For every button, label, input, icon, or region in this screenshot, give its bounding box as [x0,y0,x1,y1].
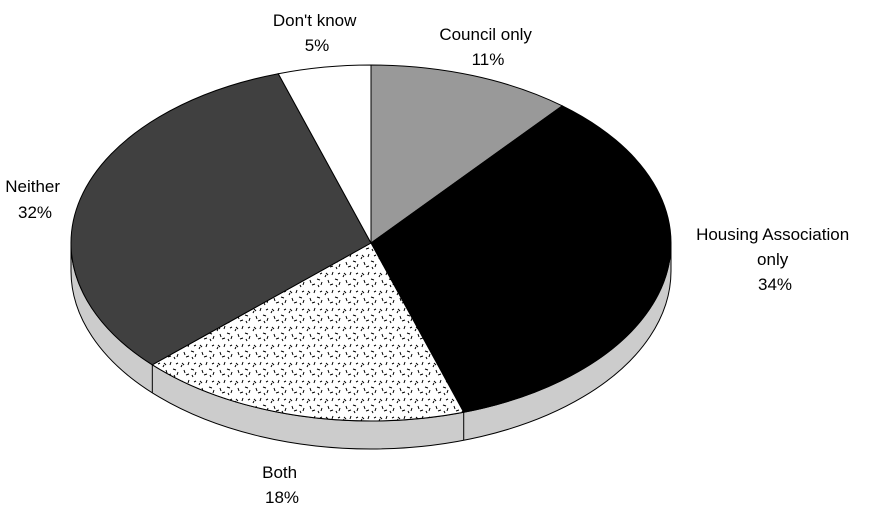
slice-neither [70,73,372,366]
label-housing-association: Housing Association only 34% [696,225,854,294]
slice-housing-association-only [370,105,672,413]
label-council-only-value: 11% [472,50,505,69]
label-dont-know-name: Don't know [273,11,357,30]
label-housing-association-name-1: Housing Association [696,225,849,244]
label-council-only-name: Council only [439,25,532,44]
label-both-value: 18% [265,488,299,507]
slice-both [151,242,465,422]
label-housing-association-name-2: only [757,250,789,269]
slice-council-only [370,64,564,244]
label-dont-know: Don't know 5% [273,11,361,55]
pie-slices [70,64,672,422]
slice-don-t-know [277,64,372,244]
label-both-name: Both [262,463,297,482]
label-housing-association-value: 34% [758,275,792,294]
pie-labels: Don't know 5% Council only 11% Neither 3… [5,11,854,507]
label-neither-value: 32% [18,203,52,222]
label-both: Both 18% [262,463,302,507]
label-council-only: Council only 11% [439,25,536,69]
label-neither-name: Neither [5,177,60,196]
label-dont-know-value: 5% [305,36,330,55]
label-neither: Neither 32% [5,177,65,222]
